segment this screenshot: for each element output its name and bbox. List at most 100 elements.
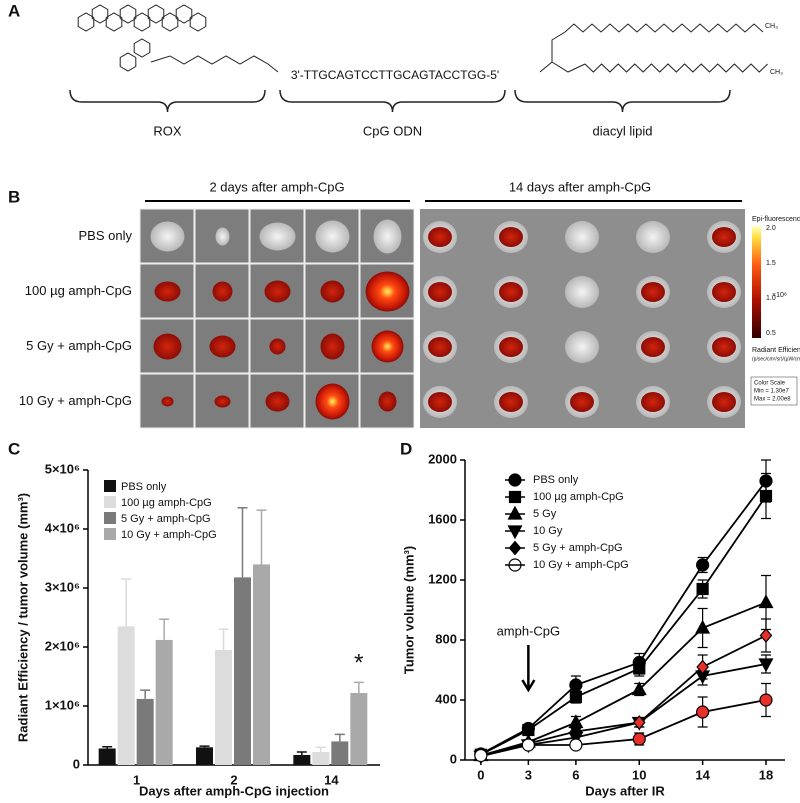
tumor-signal bbox=[315, 383, 350, 420]
tumor-signal bbox=[712, 392, 736, 412]
legend-label: 10 Gy + amph-CpG bbox=[121, 529, 217, 541]
scale-box-text: Max = 2.00e8 bbox=[754, 397, 791, 403]
bar bbox=[215, 649, 232, 765]
y-tick-label: 1600 bbox=[428, 511, 457, 526]
panel-label: B bbox=[8, 187, 20, 206]
tumor-signal bbox=[712, 282, 736, 302]
error-bar bbox=[218, 628, 229, 650]
legend-label: 5 Gy + amph-CpG bbox=[533, 542, 623, 554]
lipid-core bbox=[539, 31, 586, 73]
x-tick-label: 2 bbox=[230, 772, 237, 787]
marker bbox=[758, 658, 774, 673]
significance: * bbox=[354, 650, 363, 677]
panel-label: C bbox=[8, 439, 20, 458]
x-tick-label: 18 bbox=[759, 767, 773, 782]
tumor-signal bbox=[428, 392, 452, 412]
row-label: 5 Gy + amph-CpG bbox=[26, 338, 132, 353]
lipid-tail bbox=[564, 23, 764, 33]
bar bbox=[234, 577, 251, 765]
marker bbox=[695, 619, 711, 634]
error-bar bbox=[121, 578, 132, 627]
marker bbox=[507, 525, 523, 540]
tumor-signal bbox=[264, 280, 291, 303]
tumor-signal bbox=[378, 391, 397, 412]
marker bbox=[632, 732, 646, 746]
column-header: 14 days after amph-CpG bbox=[509, 179, 651, 194]
annotation-arrow bbox=[521, 645, 536, 693]
x-tick-label: 3 bbox=[525, 767, 532, 782]
panel-label: D bbox=[400, 439, 412, 458]
ring bbox=[119, 4, 137, 24]
bar bbox=[331, 741, 349, 765]
tumor-tissue bbox=[565, 331, 599, 363]
legend-label: 100 µg amph-CpG bbox=[121, 497, 212, 509]
x-tick-label: 6 bbox=[572, 767, 579, 782]
y-tick-label: 0 bbox=[73, 756, 80, 771]
x-tick-label: 14 bbox=[324, 772, 339, 787]
y-tick-label: 3×10⁶ bbox=[45, 579, 80, 594]
colorbar bbox=[752, 226, 761, 338]
legend-label: PBS only bbox=[121, 481, 167, 493]
marker bbox=[631, 681, 647, 696]
tumor-signal bbox=[161, 396, 174, 407]
tumor-signal bbox=[428, 227, 452, 247]
colorbar-tick: 0.5 bbox=[766, 330, 776, 337]
ring bbox=[175, 4, 193, 24]
tumor-tissue bbox=[636, 221, 670, 253]
colorbar-title: Epi-fluorescence bbox=[752, 216, 800, 223]
ring bbox=[105, 12, 123, 32]
tumor-signal bbox=[499, 392, 523, 412]
marker bbox=[569, 724, 583, 739]
row-label: PBS only bbox=[79, 228, 133, 243]
error-bar bbox=[256, 509, 267, 565]
error-bar bbox=[315, 746, 326, 753]
tumor-tissue bbox=[565, 276, 599, 308]
tumor-signal bbox=[428, 337, 452, 357]
row-label: 100 µg amph-CpG bbox=[25, 283, 132, 298]
tumor-signal bbox=[373, 219, 402, 254]
ring bbox=[147, 4, 165, 24]
bar bbox=[350, 693, 368, 765]
y-tick-label: 1200 bbox=[428, 571, 457, 586]
ring bbox=[133, 12, 151, 32]
colorbar-tick: 1.5 bbox=[766, 260, 776, 267]
bar bbox=[196, 747, 213, 765]
marker bbox=[633, 662, 646, 675]
tumor-signal bbox=[499, 282, 523, 302]
tumor-signal bbox=[215, 227, 230, 246]
marker bbox=[696, 705, 710, 719]
marker bbox=[569, 738, 583, 752]
part-label: diacyl lipid bbox=[593, 123, 653, 138]
legend-label: PBS only bbox=[533, 474, 579, 486]
marker bbox=[696, 659, 709, 675]
marker bbox=[758, 594, 774, 609]
error-bar bbox=[353, 681, 364, 694]
part-label: ROX bbox=[153, 123, 182, 138]
y-axis-label: Tumor volume (mm³) bbox=[401, 546, 416, 674]
y-axis-label: Radiant Efficiency / tumor volume (mm³) bbox=[15, 493, 30, 742]
marker bbox=[759, 628, 773, 643]
marker bbox=[507, 505, 523, 520]
x-axis-label: Days after amph-CpG injection bbox=[139, 783, 329, 798]
series-line bbox=[480, 480, 767, 755]
error-bar bbox=[237, 507, 248, 578]
tumor-signal bbox=[269, 338, 286, 355]
colorbar-unit-title: Radiant Efficiency bbox=[752, 347, 800, 354]
marker bbox=[759, 489, 773, 503]
tumor-signal bbox=[315, 220, 350, 253]
tumor-signal bbox=[214, 395, 231, 408]
bar bbox=[253, 564, 270, 765]
y-tick-label: 2×10⁶ bbox=[45, 638, 80, 653]
colorbar-tick: 1.0 bbox=[766, 295, 776, 302]
error-bar bbox=[296, 751, 307, 755]
tumor-signal bbox=[154, 281, 181, 302]
tumor-signal bbox=[570, 392, 594, 412]
bar bbox=[136, 698, 154, 765]
x-axis-label: Days after IR bbox=[585, 783, 665, 798]
y-tick-label: 400 bbox=[435, 691, 457, 706]
x-tick-label: 10 bbox=[632, 767, 646, 782]
brace bbox=[279, 89, 506, 113]
error-bar bbox=[140, 689, 151, 699]
